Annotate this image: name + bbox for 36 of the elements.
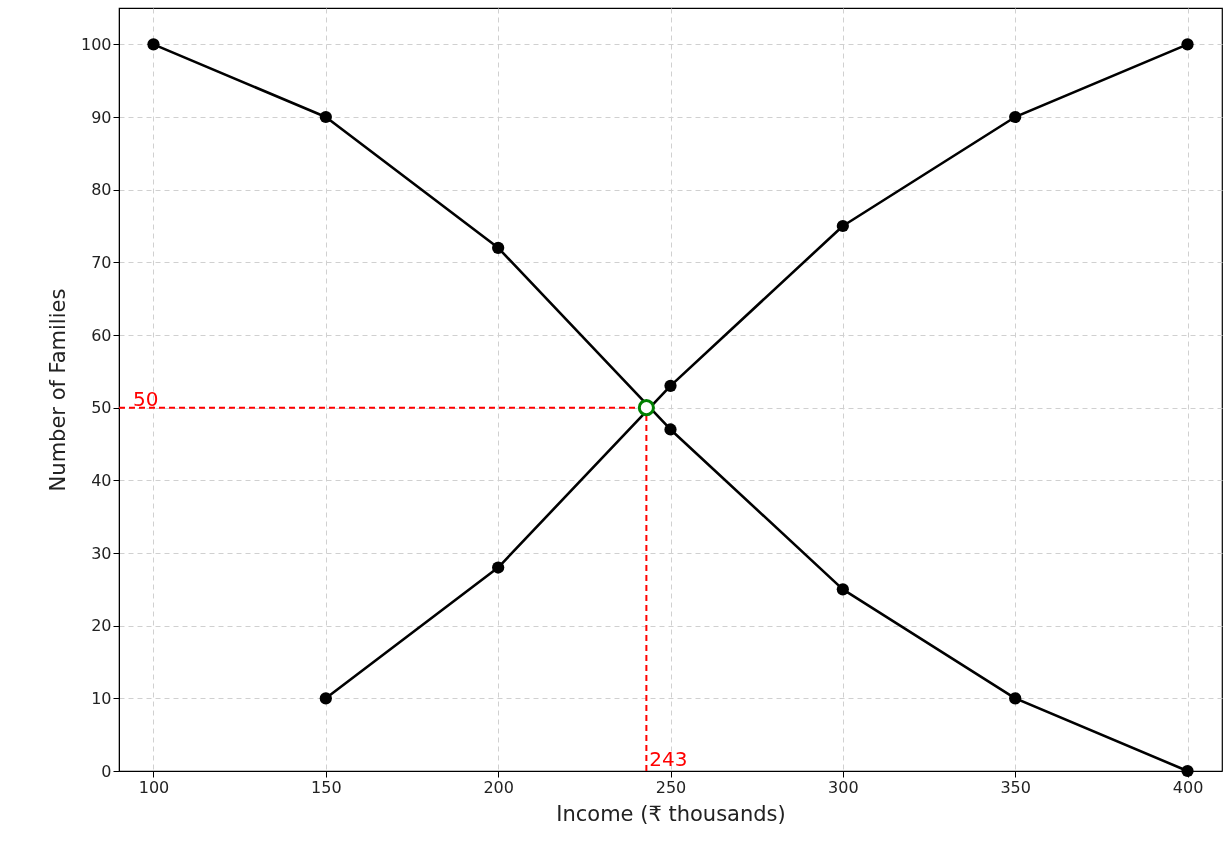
y-tick-label: 90	[91, 107, 112, 127]
x-tick-label: 250	[655, 777, 687, 797]
y-axis-title: Number of Families	[45, 288, 70, 492]
x-tick-label: 100	[138, 777, 170, 797]
point	[637, 399, 655, 417]
y-tick-label: 70	[91, 252, 112, 272]
y-tick-label: 100	[80, 34, 112, 54]
x-axis-title: Income (₹ thousands)	[556, 801, 786, 826]
x-tick-label: 350	[1000, 777, 1031, 797]
point	[147, 38, 160, 51]
point	[1009, 110, 1022, 124]
y-tick-label: 80	[91, 180, 112, 200]
x-tick-label: 300	[828, 777, 859, 797]
point	[492, 561, 505, 574]
point	[1009, 692, 1022, 705]
x-tick-label: 150	[311, 777, 342, 797]
point	[836, 219, 849, 233]
y-tick-label: 30	[91, 543, 112, 563]
y-tick-label: 20	[91, 616, 112, 636]
point	[664, 423, 677, 436]
x-tick-label: 400	[1172, 777, 1204, 797]
point	[664, 379, 677, 392]
point	[492, 241, 505, 254]
ref-line-label: 243	[649, 747, 688, 771]
point	[1181, 38, 1194, 51]
x-tick-label: 200	[483, 777, 514, 797]
ref-line-label: 50	[133, 386, 159, 411]
y-tick-label: 40	[91, 470, 112, 490]
point	[836, 583, 849, 596]
y-tick-label: 60	[91, 325, 112, 345]
y-tick-label: 50	[91, 398, 112, 418]
y-tick-label: 10	[91, 688, 112, 708]
y-tick-label: 0	[101, 761, 112, 781]
point	[319, 110, 332, 124]
point	[319, 692, 332, 705]
point	[1181, 764, 1194, 778]
